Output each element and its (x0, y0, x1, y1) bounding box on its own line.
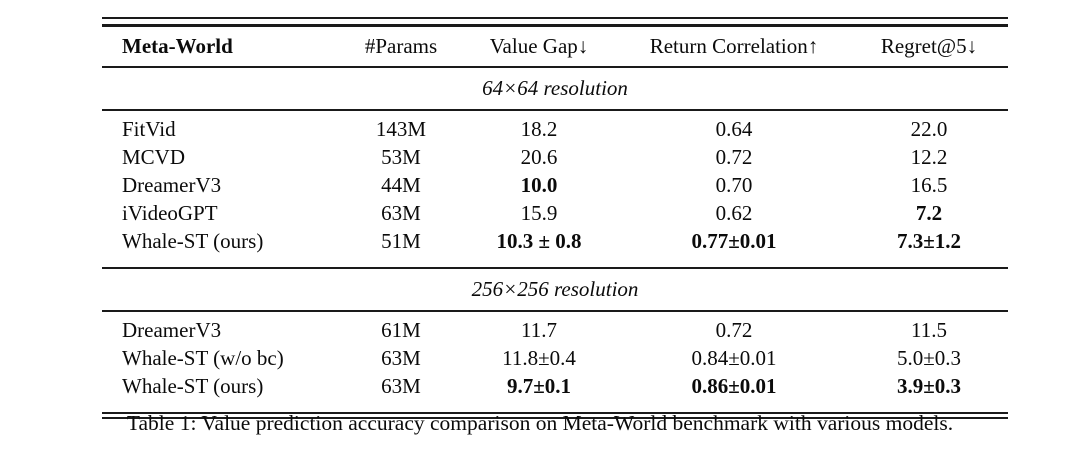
value-cell: 61M (381, 318, 421, 343)
value-cell: 44M (381, 173, 421, 198)
value-cell: 63M (381, 201, 421, 226)
model-name-cell: DreamerV3 (122, 173, 222, 198)
value-cell: 7.3±1.2 (896, 229, 962, 254)
value-cell: 0.84±0.01 (691, 346, 777, 371)
table-row: FitVid 143M 18.2 0.64 22.0 (102, 110, 1008, 144)
table-row: DreamerV3 61M 11.7 0.72 11.5 (102, 311, 1008, 345)
value-cell: 0.70 (715, 173, 753, 198)
table-row: Whale-ST (w/o bc) 63M 11.8±0.4 0.84±0.01 5.0… (102, 345, 1008, 373)
value-cell: 7.2 (915, 201, 943, 226)
column-header-return-correlation: Return Correlation↑ (649, 34, 819, 58)
value-cell: 12.2 (910, 145, 948, 170)
header-row: Meta-World #Params Value Gap↓ Return Cor… (102, 27, 1008, 67)
meta-world-results-table: Meta-World #Params Value Gap↓ Return Cor… (102, 27, 1008, 412)
value-cell: 10.3 ± 0.8 (496, 229, 582, 254)
value-cell: 51M (381, 229, 421, 254)
column-header-benchmark: Meta-World (122, 34, 233, 58)
value-cell: 11.8±0.4 (502, 346, 576, 371)
value-cell: 3.9±0.3 (896, 374, 962, 399)
value-cell: 0.77±0.01 (691, 229, 777, 254)
value-cell: 15.9 (520, 201, 558, 226)
table-row: MCVD 53M 20.6 0.72 12.2 (102, 144, 1008, 172)
model-name-cell: FitVid (122, 117, 176, 142)
value-cell: 11.7 (521, 318, 557, 343)
section-label: 256×256 resolution (102, 267, 1008, 312)
table-caption: Table 1: Value prediction accuracy compa… (126, 411, 954, 435)
model-name-cell: iVideoGPT (122, 201, 218, 226)
column-header-params: #Params (364, 34, 438, 58)
table-row: DreamerV3 44M 10.0 0.70 16.5 (102, 172, 1008, 200)
model-name-cell: DreamerV3 (122, 318, 222, 343)
value-cell: 16.5 (910, 173, 948, 198)
column-header-value-gap: Value Gap↓ (489, 34, 589, 58)
value-cell: 5.0±0.3 (896, 346, 962, 371)
table-row: iVideoGPT 63M 15.9 0.62 7.2 (102, 200, 1008, 228)
value-cell: 0.64 (715, 117, 753, 142)
section-header-row: 64×64 resolution (102, 66, 1008, 111)
value-cell: 11.5 (911, 318, 947, 343)
table-top-rule (102, 17, 1008, 27)
section-header-row: 256×256 resolution (102, 267, 1008, 312)
model-name-cell: Whale-ST (w/o bc) (122, 346, 284, 371)
table-row: Whale-ST (ours) 51M 10.3 ± 0.8 0.77±0.01 7.3… (102, 228, 1008, 268)
model-name-cell: Whale-ST (ours) (122, 229, 264, 254)
table-bottom-rule (102, 412, 1008, 419)
value-cell: 53M (381, 145, 421, 170)
value-cell: 0.62 (715, 201, 753, 226)
value-cell: 0.86±0.01 (691, 374, 777, 399)
value-cell: 0.72 (715, 318, 753, 343)
value-cell: 9.7±0.1 (506, 374, 572, 399)
value-cell: 0.72 (715, 145, 753, 170)
value-cell: 22.0 (910, 117, 948, 142)
value-cell: 63M (381, 374, 421, 399)
column-header-regret-at-5: Regret@5↓ (880, 34, 978, 58)
model-name-cell: Whale-ST (ours) (122, 374, 264, 399)
value-cell: 18.2 (520, 117, 558, 142)
table-row: Whale-ST (ours) 63M 9.7±0.1 0.86±0.01 3.9±0.… (102, 373, 1008, 412)
section-label: 64×64 resolution (102, 66, 1008, 111)
model-name-cell: MCVD (122, 145, 186, 170)
value-cell: 10.0 (520, 173, 558, 198)
value-cell: 63M (381, 346, 421, 371)
value-cell: 20.6 (520, 145, 558, 170)
value-cell: 143M (375, 117, 427, 142)
results-table: Meta-World #Params Value Gap↓ Return Cor… (102, 17, 1008, 419)
